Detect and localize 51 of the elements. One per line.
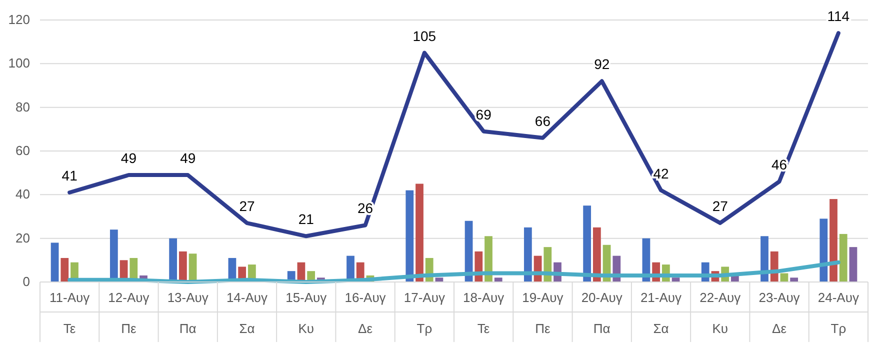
bar (416, 184, 424, 282)
category-label: 21-Αυγ Σα (640, 290, 682, 336)
bar (406, 190, 414, 282)
bar (790, 278, 798, 282)
y-tick-label: 100 (8, 56, 30, 71)
data-label: 41 (62, 167, 78, 184)
category-label: 16-Αυγ Δε (344, 290, 386, 336)
category-label: 22-Αυγ Κυ (700, 290, 741, 336)
y-tick-label: 80 (16, 99, 30, 114)
data-label: 21 (298, 211, 314, 228)
category-label: 17-Αυγ Τρ (404, 290, 445, 336)
data-label: 66 (534, 112, 551, 129)
bar (484, 236, 492, 282)
category-label: 14-Αυγ Σα (226, 290, 268, 336)
data-label: 92 (594, 56, 610, 72)
data-label: 49 (120, 150, 137, 166)
bar (524, 227, 532, 282)
line-series (68, 260, 840, 284)
category-label: 20-Αυγ Πα (581, 290, 622, 336)
bar (830, 199, 838, 282)
category-label: 18-Αυγ Τε (463, 290, 504, 336)
data-label: 27 (239, 198, 255, 214)
category-label: 15-Αυγ Κυ (286, 290, 327, 336)
bar (849, 247, 858, 282)
data-label: 114 (827, 8, 850, 24)
category-label: 19-Αυγ Πε (522, 290, 564, 336)
bar (592, 227, 601, 282)
category-label: 24-Αυγ Τρ (818, 290, 859, 336)
bar (583, 206, 592, 282)
bar (169, 238, 178, 282)
data-label: 42 (653, 165, 669, 182)
data-label: 69 (476, 106, 492, 122)
y-tick-label: 60 (16, 143, 30, 158)
bar (760, 236, 768, 282)
category-label: 13-Αυγ Πα (167, 290, 208, 336)
data-label: 105 (412, 28, 436, 44)
data-label: 49 (180, 150, 196, 166)
bar (494, 278, 502, 282)
bar (178, 251, 187, 282)
data-label: 27 (712, 198, 728, 214)
category-label: 12-Αυγ Πε (108, 290, 150, 336)
bar (839, 234, 848, 282)
y-tick-label: 0 (22, 274, 30, 289)
bar (820, 218, 828, 282)
y-tick-label: 120 (8, 12, 30, 27)
bar (60, 258, 69, 282)
y-tick-label: 20 (16, 230, 30, 246)
y-tick-label: 40 (16, 186, 30, 202)
category-label: 11-Αυγ Τε (50, 290, 90, 336)
category-label: 23-Αυγ Δε (758, 290, 800, 336)
bar (50, 242, 59, 282)
